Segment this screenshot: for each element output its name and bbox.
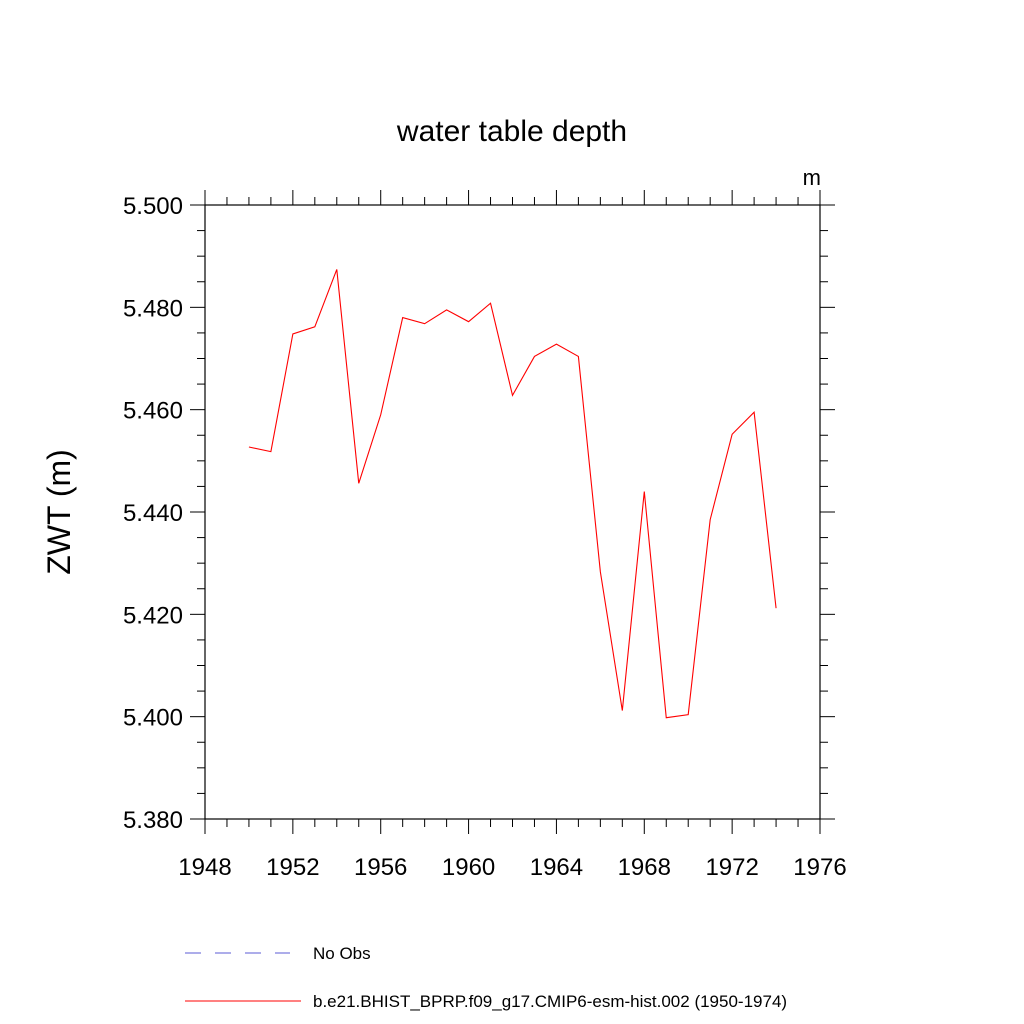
y-axis-ticks (190, 204, 835, 820)
data-point-1954 (336, 269, 337, 270)
data-point-1969 (666, 717, 667, 718)
x-tick-label-1964: 1964 (530, 854, 583, 881)
y-tick-label-0: 5.380 (123, 807, 183, 834)
y-axis-tick-labels: 5.380 5.400 5.420 5.440 5.460 5.480 5.500 (123, 193, 183, 834)
data-point-1957 (402, 317, 403, 318)
x-tick-label-1968: 1968 (618, 854, 671, 881)
data-point-1952 (292, 333, 293, 334)
data-point-1955 (358, 483, 359, 484)
legend-label-no-obs: No Obs (313, 944, 371, 963)
x-tick-label-1972: 1972 (705, 854, 758, 881)
data-point-1962 (512, 395, 513, 396)
data-point-1972 (732, 434, 733, 435)
data-point-1953 (314, 326, 315, 327)
x-tick-label-1956: 1956 (354, 854, 407, 881)
data-point-1973 (754, 412, 755, 413)
data-point-1966 (600, 571, 601, 572)
plot-frame (204, 204, 821, 820)
y-tick-label-2: 5.420 (123, 602, 183, 629)
data-point-1974 (775, 608, 776, 609)
data-point-1967 (622, 710, 623, 711)
x-tick-label-1960: 1960 (442, 854, 495, 881)
y-axis-label: ZWT (m) (41, 449, 77, 575)
legend-label-model: b.e21.BHIST_BPRP.f09_g17.CMIP6-esm-hist.… (313, 992, 787, 1011)
y-tick-label-4: 5.460 (123, 398, 183, 425)
data-point-1960 (468, 321, 469, 322)
y-tick-label-5: 5.480 (123, 295, 183, 322)
data-point-1951 (270, 451, 271, 452)
data-point-1961 (490, 303, 491, 304)
x-tick-label-1948: 1948 (178, 854, 231, 881)
data-point-1971 (710, 519, 711, 520)
data-point-1963 (534, 356, 535, 357)
units-label: m (803, 165, 821, 190)
data-point-1964 (556, 344, 557, 345)
x-axis-ticks (204, 190, 821, 834)
x-axis-tick-labels: 1948 1952 1956 1960 1964 1968 1972 1976 (178, 854, 846, 881)
x-tick-label-1952: 1952 (266, 854, 319, 881)
data-point-1958 (424, 323, 425, 324)
y-tick-label-6: 5.500 (123, 193, 183, 220)
series-line-0 (248, 269, 777, 719)
data-point-1968 (644, 491, 645, 492)
data-point-1956 (380, 414, 381, 415)
y-tick-label-3: 5.440 (123, 500, 183, 527)
data-point-1970 (688, 714, 689, 715)
x-tick-label-1976: 1976 (793, 854, 846, 881)
y-tick-label-1: 5.400 (123, 705, 183, 732)
data-point-1950 (248, 446, 249, 447)
series-layer (248, 269, 777, 719)
chart-title: water table depth (396, 115, 627, 148)
legend: No Obs b.e21.BHIST_BPRP.f09_g17.CMIP6-es… (185, 944, 787, 1011)
data-point-1965 (578, 356, 579, 357)
data-point-1959 (446, 309, 447, 310)
